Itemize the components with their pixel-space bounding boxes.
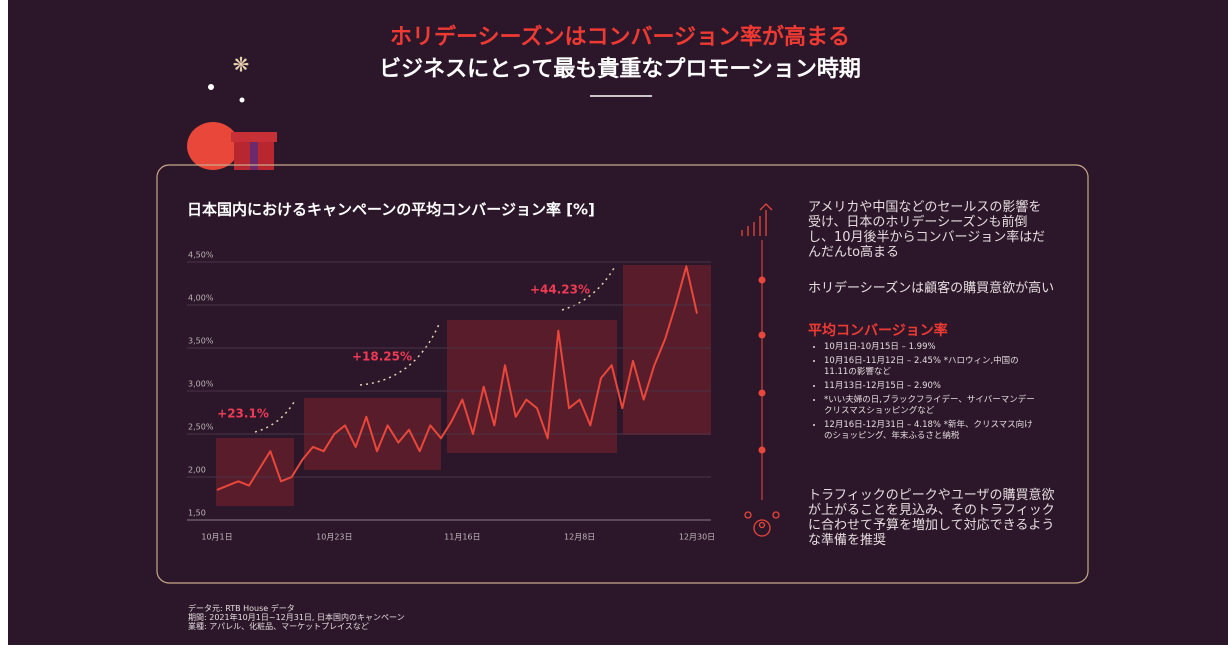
sidebar-item: 10月1日-10月15日 – 1.99%	[824, 342, 1039, 353]
footer-line: 業種: アパレル、化粧品、マーケットプレイスなど	[188, 622, 405, 631]
title: ホリデーシーズンはコンバージョン率が高まる	[390, 24, 850, 50]
x-tick-label: 10月23日	[316, 533, 352, 542]
sidebar-list: 10月1日-10月15日 – 1.99% 10月16日-11月12日 – 2.45…	[808, 342, 1039, 445]
footer: データ元: RTB House データ期間: 2021年10月1日~12月31日…	[188, 604, 405, 631]
y-tick-label: 1,50	[188, 509, 206, 518]
chart: ホリデーシーズンはコンバージョン率が高まる ビジネスにとって最も貴重なプロモーシ…	[0, 0, 1228, 651]
y-tick-label: 2,50%	[188, 423, 214, 432]
sidebar-intro: アメリカや中国などのセールスの影響を受け、日本のホリデーシーズンも前倒し、10月…	[808, 200, 1048, 260]
svg-text:❋: ❋	[233, 53, 250, 77]
sidebar-note: ホリデーシーズンは顧客の購買意欲が高い	[808, 277, 1068, 296]
x-tick-label: 12月8日	[564, 533, 595, 542]
x-tick-label: 10月1日	[201, 533, 232, 542]
x-tick-label: 11月16日	[444, 533, 480, 542]
annotation: +18.25%	[352, 350, 412, 364]
sidebar-item: 10月16日-11月12日 – 2.45% *ハロウィン,中国の11.11の影響…	[824, 356, 1039, 378]
icons	[742, 204, 779, 536]
y-tick-label: 3,00%	[188, 380, 214, 389]
y-tick-label: 2,00	[188, 466, 206, 475]
y-tick-label: 3,50%	[188, 337, 214, 346]
sidebar-item: *いい夫婦の日,ブラックフライデー、サイバーマンデークリスマスショッピングなど	[824, 395, 1039, 417]
y-tick-label: 4,00%	[188, 294, 214, 303]
x-tick-label: 12月30日	[679, 533, 715, 542]
chart-title: 日本国内におけるキャンペーンの平均コンバージョン率 [%]	[187, 201, 595, 219]
footer-line: 期間: 2021年10月1日~12月31日, 日本国内のキャンペーン	[188, 613, 405, 622]
period-boxes	[216, 265, 711, 506]
sidebar-heading: 平均コンバージョン率	[808, 320, 948, 340]
subtitle: ビジネスにとって最も貴重なプロモーション時期	[379, 57, 861, 82]
footer-line: データ元: RTB House データ	[188, 604, 405, 613]
sidebar-item: 11月13日-12月15日 – 2.90%	[824, 381, 1039, 392]
sidebar-conclusion: トラフィックのピークやユーザの購買意欲が上がることを見込み、そのトラフィックに合…	[808, 488, 1056, 548]
decoration: ❋	[187, 53, 277, 171]
sidebar-item: 12月16日-12月31日 – 4.18% *新年、クリスマス向けのショッピング…	[824, 420, 1039, 442]
annotation: +23.1%	[217, 407, 269, 421]
y-tick-label: 4,50%	[188, 251, 214, 260]
annotation: +44.23%	[530, 283, 590, 297]
